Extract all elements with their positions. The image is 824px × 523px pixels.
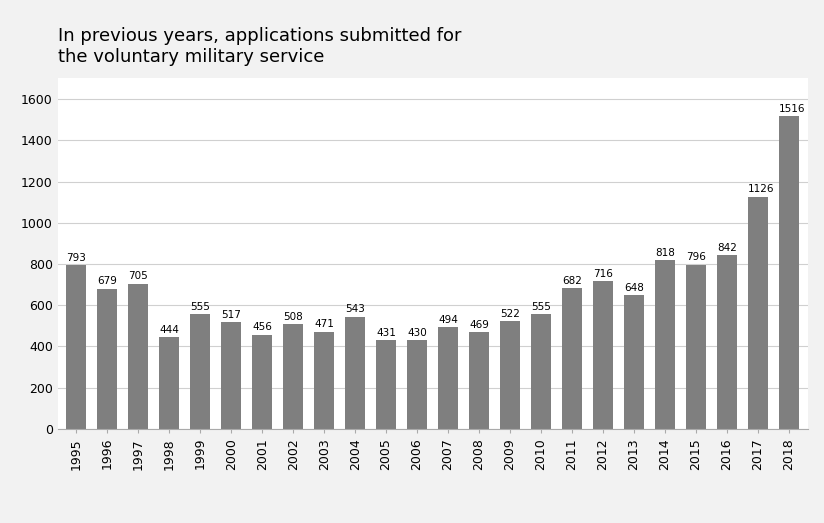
Bar — [407, 340, 427, 429]
Text: 555: 555 — [531, 302, 551, 312]
Bar — [500, 321, 520, 429]
Bar — [717, 255, 737, 429]
Bar — [562, 288, 582, 429]
Text: 648: 648 — [624, 283, 644, 293]
Text: 517: 517 — [221, 310, 241, 320]
Bar — [314, 332, 335, 429]
Bar — [531, 314, 551, 429]
Text: 793: 793 — [66, 253, 86, 263]
Text: 842: 842 — [717, 243, 737, 253]
Bar — [97, 289, 117, 429]
Text: 444: 444 — [159, 325, 179, 335]
Bar — [624, 295, 644, 429]
Bar — [469, 332, 489, 429]
Text: 469: 469 — [469, 320, 489, 329]
Text: 705: 705 — [129, 271, 148, 281]
Bar — [283, 324, 303, 429]
Text: 1516: 1516 — [779, 104, 805, 114]
Text: 1126: 1126 — [748, 184, 775, 194]
Text: 471: 471 — [314, 320, 334, 329]
Bar — [655, 260, 675, 429]
Text: 522: 522 — [500, 309, 520, 319]
Text: 679: 679 — [97, 277, 117, 287]
Text: 682: 682 — [562, 276, 582, 286]
Bar — [779, 117, 799, 429]
Text: 543: 543 — [345, 304, 365, 314]
Text: 555: 555 — [190, 302, 210, 312]
Text: 818: 818 — [655, 248, 675, 258]
Bar — [593, 281, 613, 429]
Bar — [221, 322, 241, 429]
Bar — [376, 340, 396, 429]
Bar — [345, 317, 365, 429]
Text: 456: 456 — [252, 322, 272, 333]
Text: 430: 430 — [407, 328, 427, 338]
Text: 796: 796 — [686, 252, 706, 263]
Bar — [438, 327, 458, 429]
Bar — [252, 335, 272, 429]
Bar — [129, 283, 148, 429]
Text: 494: 494 — [438, 314, 458, 325]
Text: 431: 431 — [376, 327, 396, 337]
Bar — [66, 265, 87, 429]
Text: 716: 716 — [593, 269, 613, 279]
Text: 508: 508 — [283, 312, 303, 322]
Bar — [190, 314, 210, 429]
Text: In previous years, applications submitted for
the voluntary military service: In previous years, applications submitte… — [58, 27, 461, 66]
Bar — [159, 337, 180, 429]
Bar — [686, 265, 706, 429]
Bar — [748, 197, 768, 429]
